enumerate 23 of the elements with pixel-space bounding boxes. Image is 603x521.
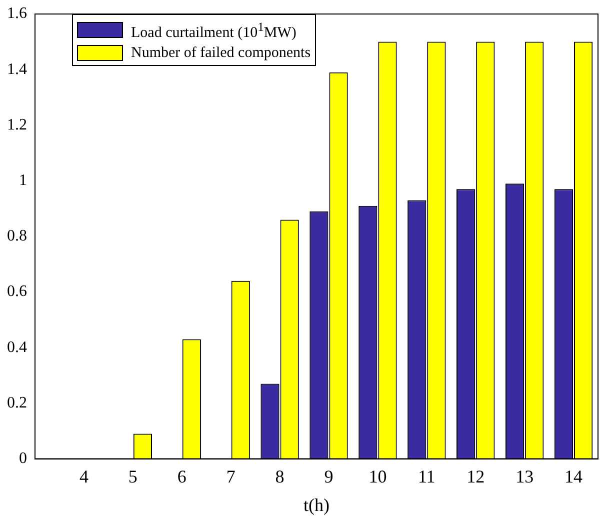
x-tick-label: 13 <box>516 466 534 486</box>
legend-label: Load curtailment (10$^{1}$MW) <box>131 19 296 43</box>
y-tick-label: 0.4 <box>7 338 27 356</box>
y-tick-label: 0.2 <box>7 394 27 412</box>
x-tick-label: 14 <box>564 466 583 486</box>
x-tick-label: 8 <box>275 466 284 486</box>
x-tick-label: 9 <box>324 466 334 486</box>
y-tick-label: 1.6 <box>7 5 27 22</box>
x-tick-label: 10 <box>368 466 387 486</box>
y-tick-label: 1.4 <box>7 60 27 78</box>
y-tick-label: 1 <box>19 172 27 190</box>
x-tick-label: 5 <box>128 466 138 486</box>
y-tick-label: 0.6 <box>7 283 27 300</box>
y-tick-label: 1.2 <box>7 116 27 134</box>
x-tick-label: 12 <box>466 466 485 486</box>
x-axis-title: t(h) <box>304 494 330 515</box>
x-tick-label: 7 <box>226 466 236 486</box>
y-tick-label: 0.8 <box>7 228 27 245</box>
x-tick-label: 6 <box>177 466 186 486</box>
x-tick-label: 4 <box>79 466 88 486</box>
y-tick-label: 0 <box>19 450 27 468</box>
x-tick-label: 11 <box>418 466 436 486</box>
legend-label: Number of failed components <box>131 44 311 63</box>
